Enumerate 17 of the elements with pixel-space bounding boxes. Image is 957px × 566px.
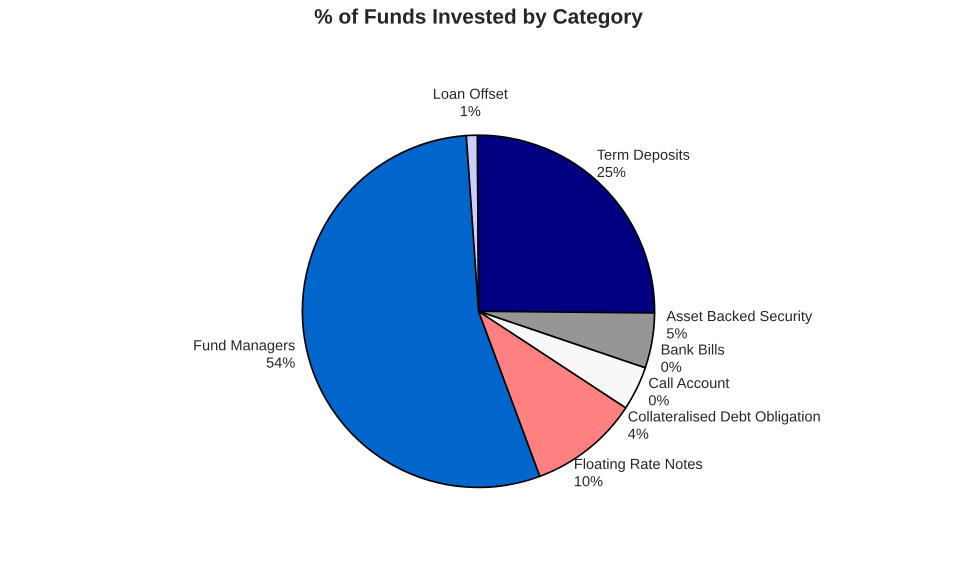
data-label: 25% <box>597 166 626 178</box>
slice-label: Collateralised Debt Obligation <box>628 410 820 424</box>
category-label: Call Account <box>649 377 730 388</box>
data-label: 54% <box>266 357 295 368</box>
data-label: 10% <box>574 476 603 486</box>
data-label: 5% <box>666 328 687 338</box>
data-label: 4% <box>628 428 648 439</box>
category-label: Bank Bills <box>662 344 724 355</box>
text: 0% <box>661 362 682 372</box>
slice-label: Floating Rate Notes <box>575 458 702 472</box>
slice-label: Fund Managers <box>194 340 295 354</box>
slice-label: Loan Offset <box>434 88 508 99</box>
data-label: 1% <box>460 106 480 116</box>
slice-label: Term Deposits <box>597 149 690 163</box>
slice-label: Asset Backed Security <box>666 310 812 324</box>
text: 0% <box>648 395 669 406</box>
chart-title: % of Funds Invested by Category <box>314 8 643 28</box>
